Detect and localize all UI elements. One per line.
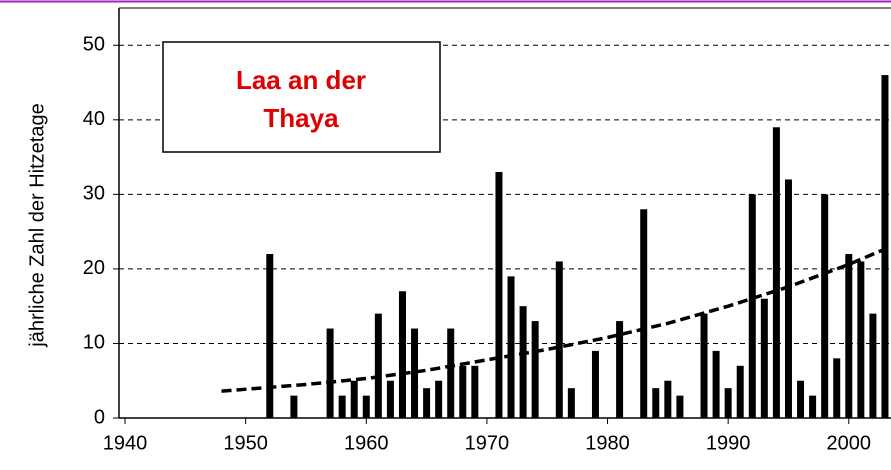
bar <box>531 321 539 418</box>
bar <box>760 298 768 418</box>
bar <box>772 127 780 418</box>
bar <box>423 388 431 418</box>
y-tick-label: 20 <box>83 257 105 279</box>
bar <box>326 328 334 418</box>
bar <box>471 365 479 418</box>
x-tick-label: 1970 <box>465 432 510 454</box>
bar <box>519 306 527 418</box>
bar <box>869 313 877 418</box>
y-tick-label: 10 <box>83 332 105 354</box>
bar <box>700 313 708 418</box>
bar <box>724 388 732 418</box>
bar <box>266 254 274 418</box>
x-tick-label: 1980 <box>585 432 630 454</box>
bar <box>640 209 648 418</box>
title-box <box>162 41 441 153</box>
bar <box>821 194 829 418</box>
bar <box>712 350 720 418</box>
bar <box>857 261 865 418</box>
bar <box>290 395 298 418</box>
bar <box>616 321 624 418</box>
bar <box>881 75 889 418</box>
y-axis-label: jährliche Zahl der Hitzetage <box>26 103 48 347</box>
bar <box>495 172 503 418</box>
bar <box>435 380 443 418</box>
bar <box>398 291 406 418</box>
bar <box>386 380 394 418</box>
bar <box>833 358 841 418</box>
bar <box>459 365 467 418</box>
bar <box>736 365 744 418</box>
bar <box>809 395 817 418</box>
y-tick-label: 50 <box>83 34 105 56</box>
bar <box>447 328 455 418</box>
bar <box>652 388 660 418</box>
trend-line <box>221 244 891 393</box>
bar <box>845 254 853 418</box>
chart-title: Thaya <box>263 103 339 133</box>
bar <box>784 179 792 418</box>
y-tick-label: 40 <box>83 108 105 130</box>
bar <box>664 380 672 418</box>
bar <box>350 380 358 418</box>
y-tick-label: 30 <box>83 183 105 205</box>
chart-title: Laa an der <box>236 65 366 95</box>
bar <box>374 313 382 418</box>
bar <box>555 261 563 418</box>
bar <box>797 380 805 418</box>
y-tick-label: 0 <box>94 406 105 428</box>
bar <box>676 395 684 418</box>
bar <box>748 194 756 418</box>
bar <box>362 395 370 418</box>
x-tick-label: 2000 <box>827 432 872 454</box>
x-tick-label: 1950 <box>223 432 268 454</box>
bar <box>338 395 346 418</box>
x-tick-label: 1940 <box>103 432 148 454</box>
bar <box>567 388 575 418</box>
bar <box>507 276 515 418</box>
x-tick-label: 1990 <box>706 432 751 454</box>
bar <box>591 350 599 418</box>
x-tick-label: 1960 <box>344 432 389 454</box>
bar <box>411 328 419 418</box>
